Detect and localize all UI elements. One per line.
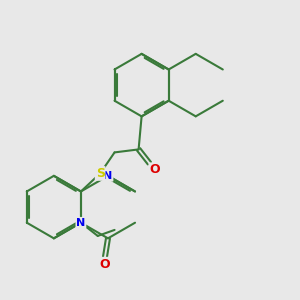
Text: O: O (149, 163, 160, 176)
Text: O: O (100, 258, 110, 271)
Text: S: S (96, 167, 105, 180)
Text: N: N (76, 218, 86, 228)
Text: N: N (103, 171, 112, 181)
